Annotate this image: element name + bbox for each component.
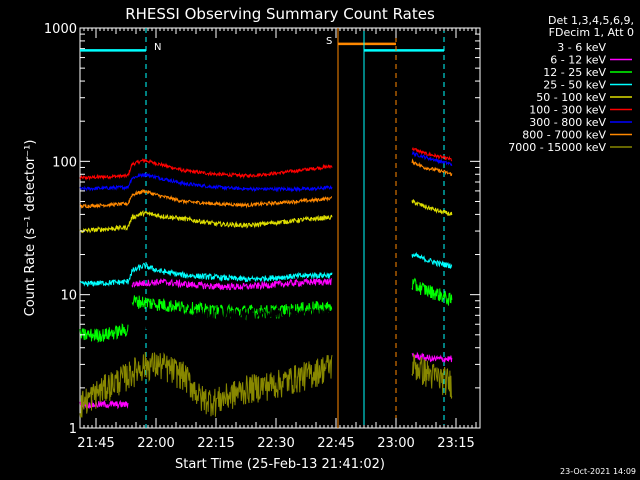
series-line-4 [411,251,453,270]
series-line-6 [79,323,129,344]
series-line-3 [411,199,453,216]
x-tick-label: 23:15 [437,436,474,451]
series-line-7 [127,306,333,369]
x-axis-label: Start Time (25-Feb-13 21:41:02) [175,457,385,472]
legend-entry-label: 3 - 6 keV [557,41,606,54]
x-tick-label: 22:45 [317,436,354,451]
series-line-8 [411,354,453,399]
series-line-0 [79,158,333,181]
annotations: NS [154,36,332,53]
series-line-0 [411,147,453,162]
legend-entry-label: 12 - 25 keV [543,66,606,79]
legend-header: FDecim 1, Att 0 [549,26,634,39]
series-line-2 [411,158,453,177]
series-layer [79,147,453,418]
legend-entry-label: 50 - 100 keV [536,91,606,104]
legend-entry-label: 25 - 50 keV [543,79,606,92]
y-tick-label: 10 [60,289,77,304]
series-line-5 [79,399,129,410]
legend-header: Det 1,3,4,5,6,9, [548,14,634,27]
legend-entry-label: 100 - 300 keV [529,104,606,117]
legend: Det 1,3,4,5,6,9,FDecim 1, Att 0 3 - 6 keV… [508,14,634,154]
x-tick-label: 21:45 [77,436,114,451]
legend-entry-label: 800 - 7000 keV [522,129,606,142]
x-tick-label: 22:15 [197,436,234,451]
state-bars [80,42,444,52]
y-axis-label: Count Rate (s⁻¹ detector⁻¹) [23,140,38,317]
x-tick-label: 23:00 [377,436,414,451]
legend-entry-label: 7000 - 15000 keV [508,141,606,154]
y-tick-label: 1000 [44,22,77,37]
annotation-s: S [326,36,332,47]
series-line-5 [131,277,333,291]
y-axis-ticks: 1000 100 10 1 [44,22,480,437]
timestamp: 23-Oct-2021 14:09 [560,467,636,476]
series-line-8 [79,351,333,418]
y-tick-label: 100 [52,155,77,170]
legend-entry-label: 6 - 12 keV [550,54,606,67]
series-line-2 [79,189,333,210]
chart-title: RHESSI Observing Summary Count Rates [125,5,435,23]
x-tick-label: 22:00 [137,436,174,451]
series-line-1 [411,150,453,167]
y-tick-label: 1 [69,422,77,437]
series-line-6 [411,277,453,306]
legend-entry-label: 300 - 800 keV [529,116,606,129]
x-axis-ticks: 21:45 22:00 22:15 22:30 22:45 23:00 23:15 [77,28,481,451]
series-line-3 [79,209,333,234]
series-line-5 [411,351,453,363]
annotation-n: N [154,42,161,53]
series-line-1 [79,172,333,193]
x-tick-label: 22:30 [257,436,294,451]
series-line-4 [79,262,333,287]
